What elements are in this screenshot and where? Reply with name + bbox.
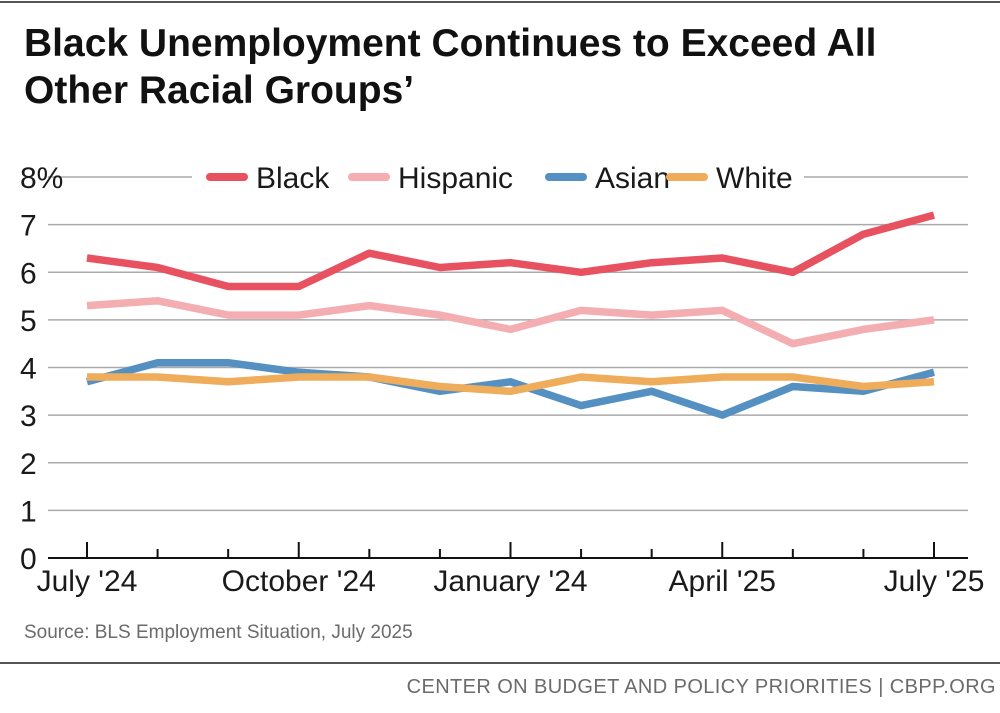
x-tick-label-1: October '24	[222, 565, 376, 598]
bottom-rule	[0, 662, 1000, 664]
y-tick-label-4: 4	[20, 353, 37, 386]
y-tick-label-0: 0	[20, 543, 37, 576]
series-line-white	[87, 373, 935, 396]
series-lines	[86, 211, 935, 419]
footer-credit: CENTER ON BUDGET AND POLICY PRIORITIES |…	[406, 676, 996, 698]
title-line-2: Other Racial Groups’	[24, 69, 415, 112]
legend: Black Hispanic Asian White	[192, 154, 804, 200]
series-line-black	[86, 211, 935, 291]
x-tick-label-2: January '24	[433, 565, 587, 598]
y-tick-label-6: 6	[20, 257, 37, 290]
x-tick-label-0: July '24	[37, 565, 138, 598]
y-axis-ticks: 0 1 2 3 4 5 6 7 8%	[20, 162, 63, 576]
series-line-asian	[86, 358, 935, 419]
legend-label-asian: Asian	[595, 162, 670, 195]
y-tick-label-1: 1	[20, 495, 37, 528]
y-tick-label-3: 3	[20, 400, 37, 433]
source-note: Source: BLS Employment Situation, July 2…	[24, 622, 413, 643]
x-tick-label-3: April '25	[669, 565, 776, 598]
y-tick-label-5: 5	[20, 305, 37, 338]
x-tick-label-4: July '25	[884, 565, 985, 598]
top-rule	[0, 1, 1000, 3]
legend-label-white: White	[716, 162, 793, 195]
y-tick-label-7: 7	[20, 210, 37, 243]
title-line-1: Black Unemployment Continues to Exceed A…	[24, 22, 877, 65]
y-tick-label-8: 8%	[20, 162, 63, 195]
x-axis: July '24 October '24 January '24 April '25 J…	[37, 542, 985, 598]
legend-label-black: Black	[256, 162, 330, 195]
legend-label-hispanic: Hispanic	[398, 162, 513, 195]
gridlines	[48, 176, 968, 512]
series-line-hispanic	[86, 297, 935, 348]
y-tick-label-2: 2	[20, 448, 37, 481]
chart-title: Black Unemployment Continues to Exceed A…	[24, 20, 974, 114]
